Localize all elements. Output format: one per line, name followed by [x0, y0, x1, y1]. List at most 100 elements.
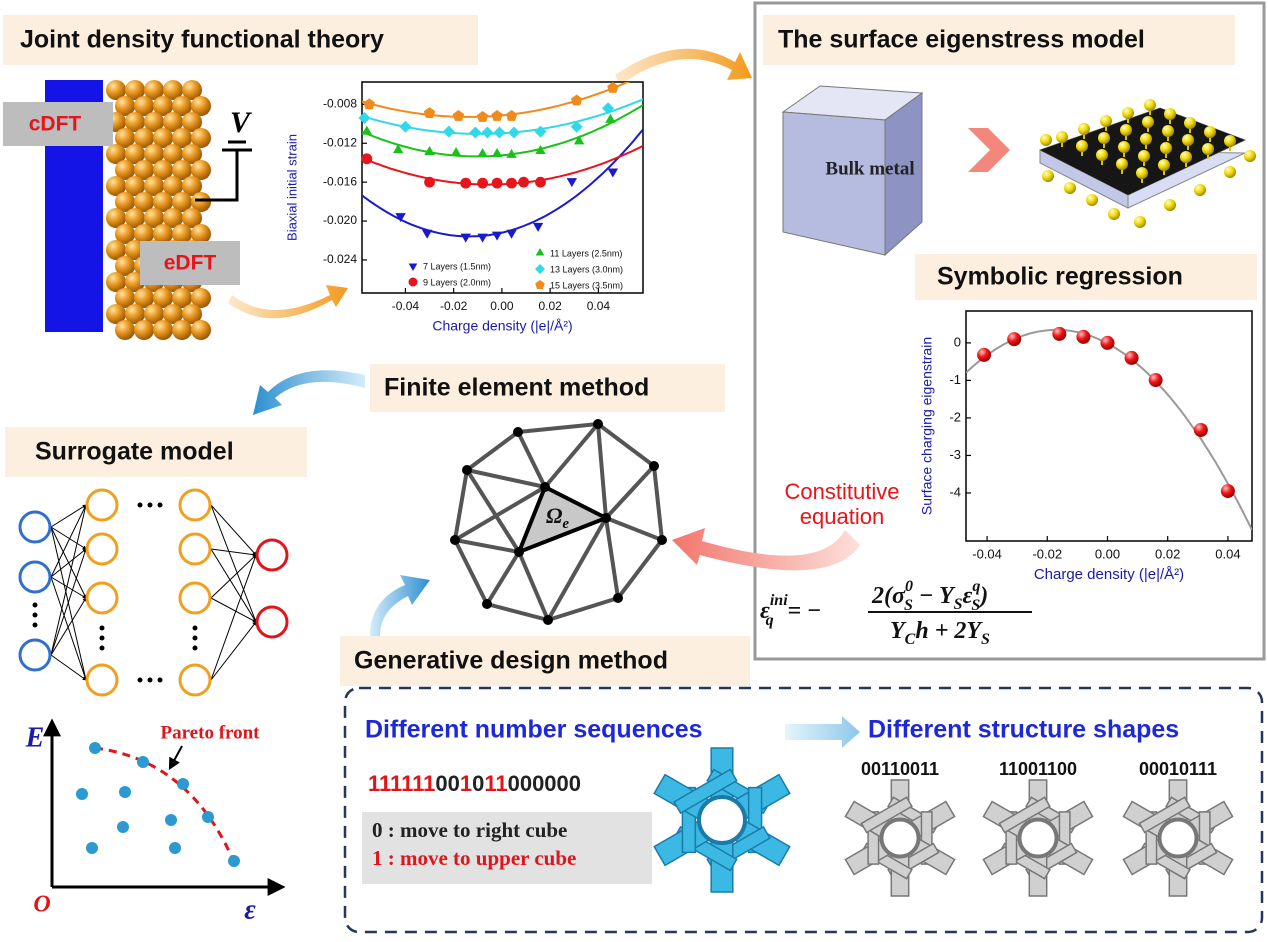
ellipsis-dot — [137, 677, 143, 683]
title-box — [3, 15, 478, 65]
neuron — [18, 560, 52, 594]
edft-label: eDFT — [164, 252, 217, 275]
adatom — [1160, 142, 1172, 154]
chevron — [968, 128, 1010, 172]
point — [1193, 422, 1208, 437]
atom — [191, 224, 211, 244]
x-tick-label: 0.04 — [1215, 546, 1240, 561]
mesh-edge — [596, 423, 608, 519]
structure — [653, 747, 791, 893]
point — [460, 177, 472, 189]
x-tick-label: 0.02 — [1155, 546, 1180, 561]
connection — [50, 548, 87, 578]
neuron — [178, 532, 212, 566]
point — [506, 177, 517, 189]
y-axis-label: Biaxial initial strain — [284, 134, 299, 241]
point — [607, 81, 619, 93]
adatom — [1224, 166, 1236, 178]
point — [442, 125, 455, 138]
adatom — [1098, 132, 1110, 144]
atom — [182, 208, 202, 228]
atom — [134, 128, 154, 148]
symbol: Ω — [546, 503, 563, 528]
point — [363, 98, 375, 110]
ring — [1017, 817, 1059, 859]
atom — [163, 80, 183, 100]
element-label: Ωe — [546, 503, 569, 532]
point — [1007, 332, 1022, 347]
neuron — [18, 638, 52, 672]
atom — [106, 144, 126, 164]
mesh-edge — [465, 468, 521, 554]
fem-mesh — [450, 419, 667, 625]
point — [361, 125, 373, 135]
solution-dot — [165, 814, 177, 826]
point — [469, 126, 482, 139]
subscript: q — [766, 612, 774, 629]
x-tick-label: -0.02 — [440, 299, 468, 313]
mesh-edge — [517, 422, 599, 434]
x-axis-label: ε — [244, 894, 256, 925]
point — [450, 146, 462, 156]
subheading: Different structure shapes — [868, 716, 1179, 744]
x-tick-label: 0.00 — [1095, 546, 1120, 561]
equation-denominator: YCh + 2YS — [890, 618, 990, 648]
neuron — [85, 663, 119, 697]
adatoms — [1040, 99, 1256, 228]
adatom — [1136, 167, 1148, 179]
legend-label: 9 Layers (2.0nm) — [423, 277, 491, 287]
mesh-edge — [453, 485, 547, 542]
adatom — [1180, 151, 1192, 163]
connection — [210, 548, 257, 557]
point — [607, 168, 619, 178]
constitutive-label: equation — [800, 504, 884, 529]
adatom — [1162, 125, 1174, 137]
atom — [182, 112, 202, 132]
connection — [50, 504, 87, 578]
term: ) — [978, 583, 988, 609]
shape-code: 00010111 — [1139, 759, 1217, 779]
label-box — [3, 102, 113, 146]
sequence-part: 111111 — [368, 771, 435, 796]
solution-dot — [137, 756, 149, 768]
mesh-node — [462, 465, 472, 475]
point — [481, 126, 494, 139]
x-tick-label: 0.00 — [490, 299, 514, 313]
connection — [210, 504, 257, 623]
mesh-node — [543, 615, 553, 625]
bulk-label: Bulk metal — [825, 158, 914, 179]
mesh-node — [601, 513, 611, 523]
legend-label: 13 Layers (3.0nm) — [550, 264, 623, 274]
sequence-part: 000000 — [508, 771, 581, 796]
equals: = − — [788, 598, 821, 624]
mesh-node — [613, 593, 623, 603]
y-tick-label: -0.016 — [323, 174, 357, 188]
connection — [50, 504, 88, 656]
ellipsis-dot — [32, 612, 38, 618]
adatom — [1116, 158, 1128, 170]
rules: 0 : move to right cube 1 : move to upper … — [372, 818, 576, 870]
adatom — [1100, 115, 1112, 127]
atom — [115, 128, 135, 148]
generative-frame — [343, 686, 1264, 934]
mesh-edge — [547, 596, 619, 622]
mesh-node — [482, 599, 492, 609]
structure — [844, 779, 956, 897]
atom — [134, 96, 154, 116]
beam — [673, 768, 738, 815]
adatom — [1144, 99, 1156, 111]
x-axis-label: Charge density (|e|/Å²) — [432, 318, 572, 334]
mesh-edge — [616, 538, 664, 600]
atom — [182, 304, 202, 324]
atom — [182, 176, 202, 196]
atom — [115, 224, 135, 244]
adatom — [1096, 149, 1108, 161]
adatom — [1042, 170, 1054, 182]
point — [1076, 329, 1091, 344]
title-box — [5, 427, 307, 477]
x-tick-label: -0.02 — [1032, 546, 1062, 561]
adatom — [1076, 140, 1088, 152]
neuron — [85, 532, 119, 566]
point — [421, 229, 433, 239]
point — [476, 111, 489, 122]
